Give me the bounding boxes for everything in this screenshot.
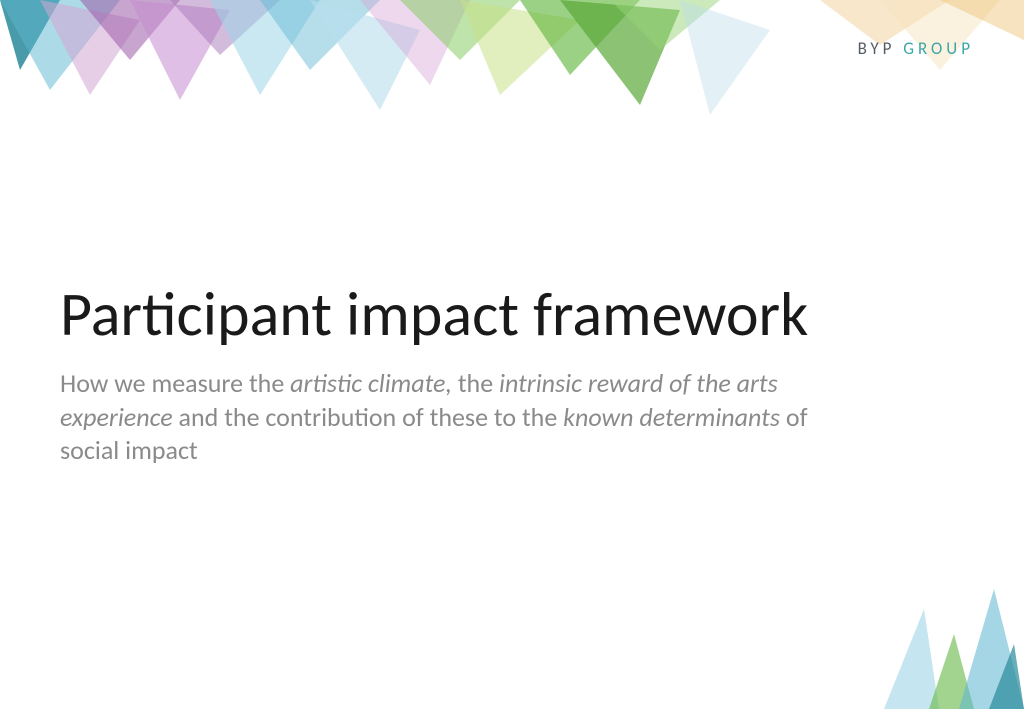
slide-subtitle: How we measure the artistic climate, the… xyxy=(60,367,820,467)
logo-text-byp: BYP xyxy=(858,38,896,59)
logo-text-group: GROUP xyxy=(903,38,974,59)
slide-content: Participant impact framework How we meas… xyxy=(60,280,820,467)
decorative-triangles-bottom xyxy=(824,589,1024,709)
decorative-triangles-top xyxy=(0,0,1024,160)
brand-logo: BYP GROUP xyxy=(858,38,974,59)
slide-title: Participant impact framework xyxy=(60,280,820,349)
